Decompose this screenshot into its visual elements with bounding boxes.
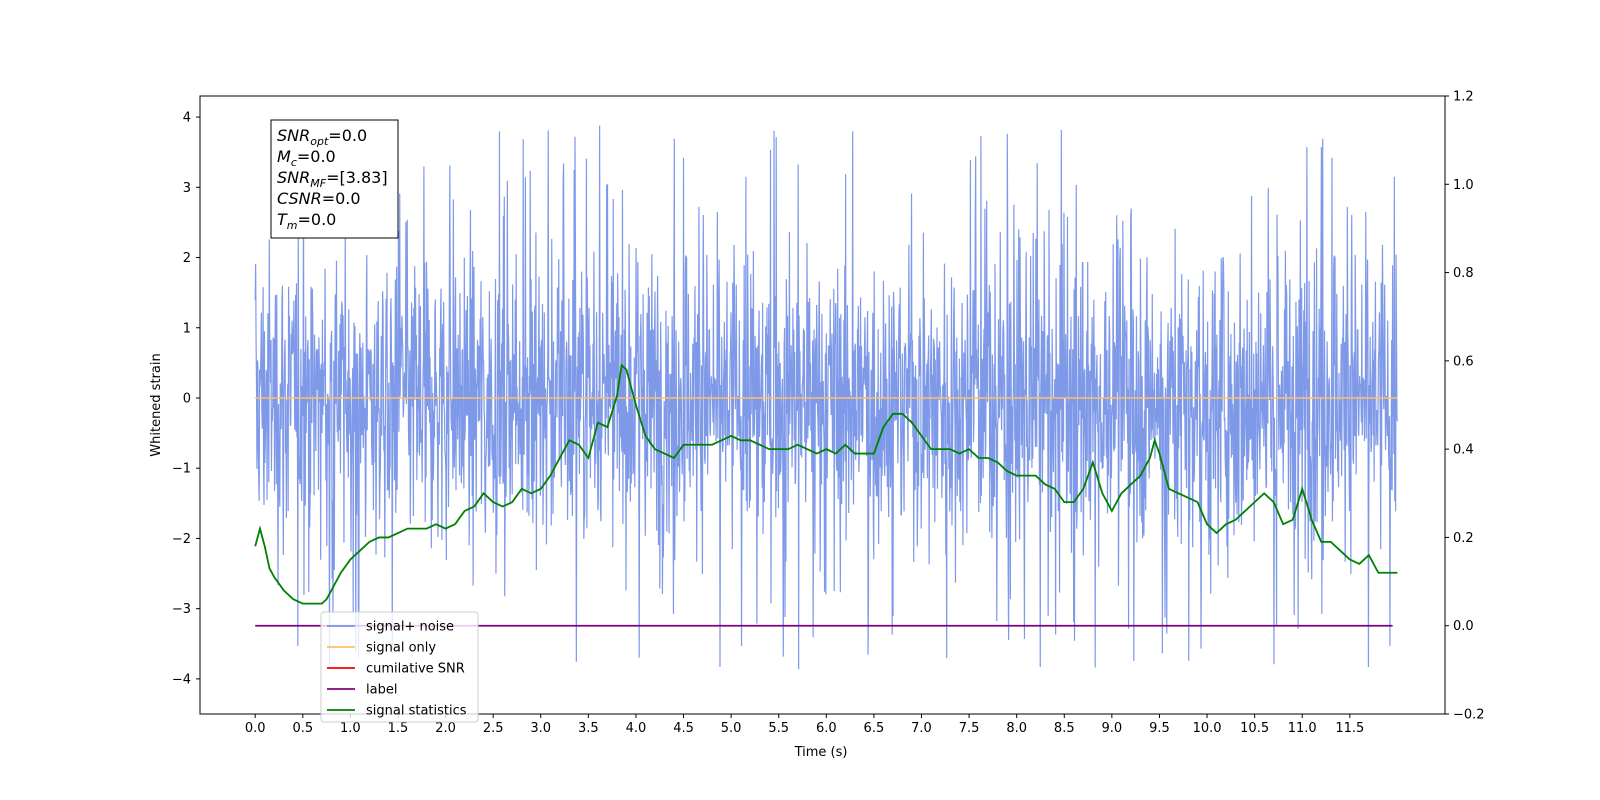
x-tick-label: 6.0 <box>816 721 837 736</box>
x-tick-label: 9.0 <box>1102 721 1123 736</box>
legend-label: signal only <box>366 641 436 656</box>
x-tick-label: 5.0 <box>721 721 742 736</box>
x-tick-label: 9.5 <box>1149 721 1170 736</box>
legend-label: cumilative SNR <box>366 662 465 677</box>
x-tick-label: 11.5 <box>1335 721 1364 736</box>
signal-noise-line <box>254 125 1399 670</box>
annotation-line: Mc=0.0 <box>277 147 336 169</box>
x-axis: 0.0 0.5 1.0 1.5 2.0 2.5 3.0 3.5 4.0 4.5 5.0 5.5 6.0 6… <box>245 714 1364 736</box>
x-tick-label: 5.5 <box>768 721 789 736</box>
y-axis-right: −0.2 0.0 0.2 0.4 0.6 0.8 1.0 1.2 <box>1445 90 1485 723</box>
x-tick-label: 10.0 <box>1193 721 1222 736</box>
y-tick-label-right: 1.0 <box>1453 178 1474 193</box>
x-tick-label: 0.0 <box>245 721 266 736</box>
legend-label: signal statistics <box>366 704 467 719</box>
x-tick-label: 1.5 <box>388 721 409 736</box>
x-tick-label: 0.5 <box>292 721 313 736</box>
y-tick-label-left: −1 <box>172 462 191 477</box>
x-tick-label: 7.0 <box>911 721 932 736</box>
y-tick-label-right: 0.4 <box>1453 443 1474 458</box>
x-tick-label: 2.5 <box>483 721 504 736</box>
x-axis-label: Time (s) <box>794 745 848 760</box>
y-tick-label-right: 0.6 <box>1453 354 1474 369</box>
y-tick-label-left: 0 <box>183 391 191 406</box>
x-tick-label: 1.0 <box>340 721 361 736</box>
x-tick-label: 3.5 <box>578 721 599 736</box>
x-tick-label: 4.0 <box>626 721 647 736</box>
y-tick-label-right: −0.2 <box>1453 708 1485 723</box>
y-tick-label-left: −4 <box>172 672 191 687</box>
annotation-line: CSNR=0.0 <box>277 189 361 208</box>
y-tick-label-left: −2 <box>172 532 191 547</box>
y-tick-label-left: −3 <box>172 602 191 617</box>
y-axis-left: −4 −3 −2 −1 0 1 2 3 4 <box>172 111 200 687</box>
y-tick-label-left: 2 <box>183 251 191 266</box>
x-tick-label: 11.0 <box>1288 721 1317 736</box>
x-tick-label: 6.5 <box>864 721 885 736</box>
legend-label: signal+ noise <box>366 620 454 635</box>
signal-statistics-line <box>254 363 1398 605</box>
x-tick-label: 8.5 <box>1054 721 1075 736</box>
signal-noise-series <box>254 125 1399 670</box>
y-tick-label-right: 1.2 <box>1453 90 1474 105</box>
legend: signal+ noise signal only cumilative SNR la… <box>320 611 479 723</box>
annotation-line: Tm=0.0 <box>277 210 336 232</box>
y-tick-label-right: 0.8 <box>1453 266 1474 281</box>
x-tick-label: 2.0 <box>435 721 456 736</box>
y-tick-label-right: 0.2 <box>1453 531 1474 546</box>
x-tick-label: 7.5 <box>959 721 980 736</box>
x-tick-label: 8.0 <box>1006 721 1027 736</box>
x-tick-label: 10.5 <box>1240 721 1269 736</box>
y-tick-label-left: 3 <box>183 181 191 196</box>
x-tick-label: 3.0 <box>530 721 551 736</box>
y-axis-label: Whitened strain <box>149 353 164 456</box>
legend-label: label <box>366 683 397 698</box>
annotation-line: SNRopt=0.0 <box>277 126 367 148</box>
y-tick-label-left: 1 <box>183 321 191 336</box>
annotation-line: SNRMF=[3.83] <box>277 168 388 190</box>
plot-frame <box>199 95 1446 715</box>
y-tick-label-left: 4 <box>183 111 191 126</box>
x-tick-label: 4.5 <box>673 721 694 736</box>
y-tick-label-right: 0.0 <box>1453 619 1474 634</box>
